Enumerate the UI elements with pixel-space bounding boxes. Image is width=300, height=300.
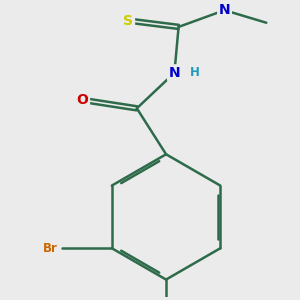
Text: Br: Br — [43, 242, 58, 255]
Text: S: S — [124, 14, 134, 28]
Text: N: N — [219, 3, 230, 17]
Text: O: O — [76, 93, 88, 107]
Text: H: H — [190, 66, 200, 79]
Text: N: N — [169, 66, 180, 80]
